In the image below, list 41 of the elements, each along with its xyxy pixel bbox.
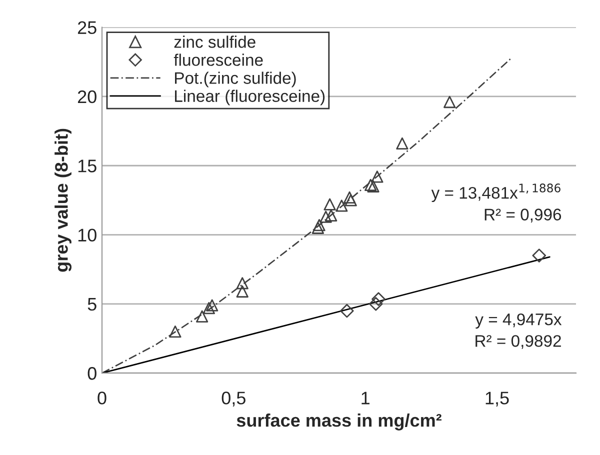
legend-label: Pot.(zinc sulfide) [175,72,296,88]
point [312,222,324,234]
point [320,210,332,223]
x-tick-label: 1 [362,392,370,404]
point [371,170,384,183]
point [340,304,354,318]
point [372,292,386,306]
text: y = 13,481x$^{1,1886}$ R² = 0,996 [431,184,562,222]
point [336,200,348,212]
y-tick-label: 5 [88,298,96,311]
point [532,248,546,262]
point [324,198,336,210]
y-tick-label: 20 [78,90,96,104]
point [367,180,380,192]
point [343,191,356,204]
y-tick-label: 15 [78,160,96,172]
x-tick-label: 0,5 [222,392,246,407]
point [236,277,248,290]
point [325,209,338,222]
y-axis-title: grey value (8-bit) [54,128,72,272]
x-tick-label: 1,5 [486,392,509,407]
point [236,285,248,298]
point [206,299,218,312]
y-tick-label: 10 [78,228,96,242]
point [169,326,182,338]
y-tick-label: 25 [78,21,96,34]
y-tick-label: 0 [88,367,96,380]
point [364,178,377,192]
point [196,310,208,322]
legend-label: Linear (fluoresceine) [175,90,325,106]
x-axis-title: surface mass in mg/cm² [236,414,442,430]
point [344,194,357,206]
legend-label: zinc sulfide [174,36,256,48]
point [313,219,326,232]
annotation: y = 4,9475x R² = 0,9892 [475,313,562,349]
point [444,96,456,108]
legend-label: fluoresceine [174,54,263,66]
x-tick-label: 0 [98,392,106,404]
point [202,302,215,314]
point [396,137,408,150]
point [368,297,383,311]
